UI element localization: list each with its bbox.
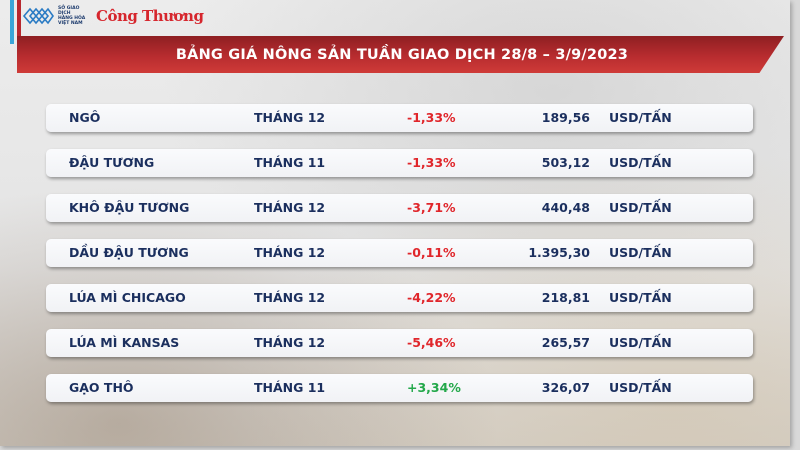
contract-month: THÁNG 11 [254,155,326,170]
price: 265,57 [541,335,590,350]
commodity-name: GẠO THÔ [69,380,134,395]
unit: USD/TẤN [609,200,672,215]
table-row: ĐẬU TƯƠNG THÁNG 11 -1,33% 503,12 USD/TẤN [46,149,753,177]
exchange-logo-text: SỞ GIAO DỊCH HÀNG HÓA VIỆT NAM [58,6,90,26]
contract-month: THÁNG 12 [254,335,326,350]
page-title: BẢNG GIÁ NÔNG SẢN TUẦN GIAO DỊCH 28/8 – … [175,46,629,63]
commodity-name: ĐẬU TƯƠNG [69,155,155,170]
header-logos: SỞ GIAO DỊCH HÀNG HÓA VIỆT NAM Công Thươ… [22,4,204,28]
contract-month: THÁNG 12 [254,200,326,215]
commodity-name: DẦU ĐẬU TƯƠNG [69,245,189,260]
table-row: LÚA MÌ KANSAS THÁNG 12 -5,46% 265,57 USD… [46,329,753,357]
accent-stripe-red [17,0,21,44]
commodity-name: KHÔ ĐẬU TƯƠNG [69,200,190,215]
price: 218,81 [541,290,590,305]
contract-month: THÁNG 12 [254,110,326,125]
logo-line-1: SỞ GIAO DỊCH [58,6,80,16]
weekly-change: -1,33% [407,155,456,170]
price: 1.395,30 [528,245,590,260]
commodity-name: NGÔ [69,110,101,125]
commodity-name: LÚA MÌ CHICAGO [69,290,186,305]
table-row: GẠO THÔ THÁNG 11 +3,34% 326,07 USD/TẤN [46,374,753,402]
unit: USD/TẤN [609,245,672,260]
table-row: KHÔ ĐẬU TƯƠNG THÁNG 12 -3,71% 440,48 USD… [46,194,753,222]
unit: USD/TẤN [609,290,672,305]
weekly-change: -1,33% [407,110,456,125]
price: 503,12 [541,155,590,170]
contract-month: THÁNG 12 [254,245,326,260]
accent-stripe-blue [10,0,14,44]
exchange-logo-icon [22,7,54,25]
price: 440,48 [541,200,590,215]
weekly-change: -3,71% [407,200,456,215]
unit: USD/TẤN [609,155,672,170]
brand-logo: Công Thương [96,7,204,25]
price: 189,56 [541,110,590,125]
weekly-change: -5,46% [407,335,456,350]
weekly-change: -0,11% [407,245,456,260]
unit: USD/TẤN [609,110,672,125]
contract-month: THÁNG 11 [254,380,326,395]
weekly-change: +3,34% [407,380,461,395]
infographic-canvas: SỞ GIAO DỊCH HÀNG HÓA VIỆT NAM Công Thươ… [0,0,790,446]
table-row: DẦU ĐẬU TƯƠNG THÁNG 12 -0,11% 1.395,30 U… [46,239,753,267]
weekly-change: -4,22% [407,290,456,305]
price: 326,07 [541,380,590,395]
contract-month: THÁNG 12 [254,290,326,305]
logo-line-3: VIỆT NAM [58,21,83,26]
unit: USD/TẤN [609,335,672,350]
table-row: NGÔ THÁNG 12 -1,33% 189,56 USD/TẤN [46,104,753,132]
logo-line-2: HÀNG HÓA [58,16,86,21]
table-row: LÚA MÌ CHICAGO THÁNG 12 -4,22% 218,81 US… [46,284,753,312]
commodity-name: LÚA MÌ KANSAS [69,335,180,350]
title-banner [17,36,784,73]
unit: USD/TẤN [609,380,672,395]
